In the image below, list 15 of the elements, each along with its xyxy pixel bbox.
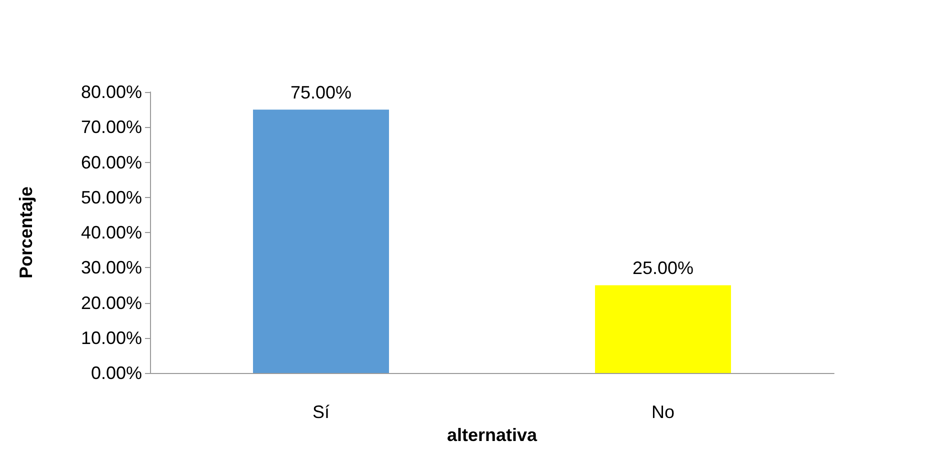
y-tick-label: 30.00% (80, 258, 142, 278)
x-tick-label: No (651, 402, 675, 422)
x-axis-title: alternativa (446, 424, 538, 445)
x-tick-label: Sí (312, 402, 330, 422)
y-tick-label: 10.00% (80, 328, 142, 348)
y-tick-label: 20.00% (80, 292, 142, 313)
data-label: 25.00% (632, 258, 694, 278)
y-tick-label: 70.00% (80, 117, 142, 138)
y-axis-title: Porcentaje (16, 186, 36, 279)
y-tick-label: 50.00% (80, 187, 142, 208)
y-tick-label: 80.00% (80, 82, 142, 102)
y-tick-label: 0.00% (90, 363, 142, 383)
y-tick-label: 60.00% (80, 152, 142, 172)
y-tick-label: 40.00% (80, 222, 142, 242)
data-label: 75.00% (290, 82, 352, 103)
